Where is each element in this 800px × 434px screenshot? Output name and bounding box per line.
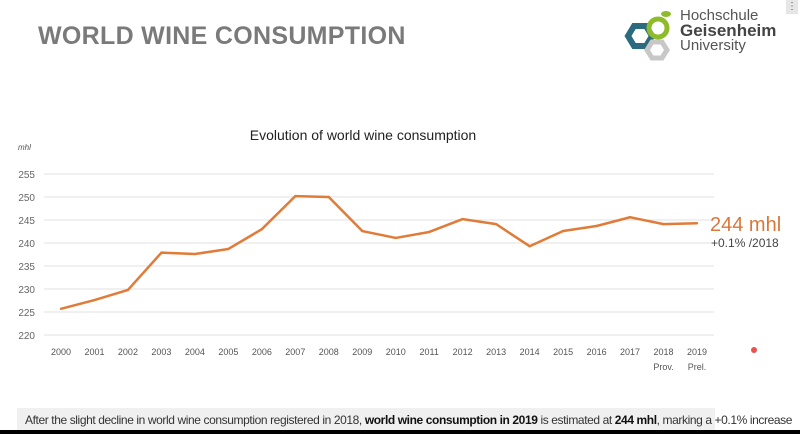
- bottom-bar: [0, 430, 800, 434]
- y-axis-label: mhl: [18, 143, 31, 152]
- data-point: [294, 194, 297, 198]
- data-point: [494, 222, 498, 226]
- x-tick-label: 2017: [620, 347, 640, 357]
- y-tick-label: 220: [18, 331, 35, 342]
- logo-line1: Hochschule: [680, 7, 759, 24]
- y-tick-label: 225: [18, 308, 35, 319]
- x-tick-label: 2016: [587, 347, 607, 357]
- data-point: [628, 216, 632, 219]
- x-tick-label: 2012: [453, 347, 473, 357]
- red-dot: [751, 347, 757, 353]
- x-tick-label: 2008: [319, 347, 339, 357]
- data-point: [695, 222, 699, 225]
- x-tick-label: 2011: [420, 347, 439, 357]
- data-point: [528, 245, 531, 248]
- x-tick-label: 2000: [51, 347, 71, 357]
- data-point: [160, 251, 163, 254]
- x-tick-label: 2019: [687, 347, 707, 357]
- y-tick-label: 255: [18, 170, 35, 181]
- x-tick-sublabel: Prel.: [688, 362, 707, 372]
- data-point: [227, 247, 230, 251]
- data-point: [260, 228, 264, 231]
- x-tick-label: 2002: [118, 347, 138, 357]
- kebab-menu-icon[interactable]: ⋮: [786, 0, 798, 14]
- footer-caption: After the slight decline in world wine c…: [17, 408, 792, 430]
- footer-text: After the slight decline in world wine c…: [25, 413, 365, 427]
- logo-line3: University: [680, 37, 746, 54]
- x-tick-label: 2004: [185, 347, 205, 357]
- x-tick-label: 2006: [252, 347, 272, 357]
- line-chart: Evolution of world wine consumption mhl …: [18, 127, 781, 372]
- series-line: [60, 194, 698, 310]
- data-point: [59, 307, 63, 310]
- x-tick-sublabel: Prov.: [653, 362, 673, 372]
- logo-text: Hochschule Geisenheim University: [680, 8, 776, 53]
- y-tick-label: 230: [18, 285, 35, 296]
- data-point: [662, 222, 665, 226]
- annotation-value: 244 mhl: [710, 214, 781, 236]
- data-point: [428, 230, 431, 234]
- x-tick-label: 2018: [654, 347, 674, 357]
- x-tick-label: 2009: [352, 347, 372, 357]
- data-point: [561, 229, 565, 233]
- university-logo-icon: [624, 11, 671, 61]
- x-tick-label: 2014: [520, 347, 540, 357]
- logo-line2: Geisenheim: [680, 21, 777, 40]
- x-tick-label: 2001: [84, 347, 104, 357]
- x-tick-label: 2010: [386, 347, 406, 357]
- data-point: [327, 195, 330, 199]
- page-title: WORLD WINE CONSUMPTION: [38, 22, 406, 50]
- x-tick-label: 2007: [285, 347, 305, 357]
- x-tick-label: 2013: [486, 347, 506, 357]
- annotation-change: +0.1% /2018: [711, 236, 779, 250]
- x-tick-label: 2015: [553, 347, 573, 357]
- footer-text: , marking a +0.1% increase: [656, 413, 793, 427]
- x-tick-label: 2003: [151, 347, 171, 357]
- y-tick-label: 235: [18, 262, 35, 273]
- footer-text: is estimated at: [537, 413, 615, 427]
- data-point: [193, 252, 197, 256]
- footer-bold: 244 mhl: [614, 413, 657, 427]
- chart-title: Evolution of world wine consumption: [250, 127, 476, 143]
- footer-bold: world wine consumption in 2019: [364, 413, 538, 427]
- data-point: [93, 298, 96, 302]
- data-point: [394, 236, 397, 240]
- data-point: [461, 217, 464, 221]
- x-tick-label: 2005: [218, 347, 238, 357]
- y-tick-label: 245: [18, 216, 35, 227]
- data-point: [595, 224, 598, 228]
- y-tick-label: 250: [18, 193, 35, 204]
- data-point: [126, 288, 130, 292]
- y-tick-label: 240: [18, 239, 35, 250]
- data-point: [361, 229, 364, 233]
